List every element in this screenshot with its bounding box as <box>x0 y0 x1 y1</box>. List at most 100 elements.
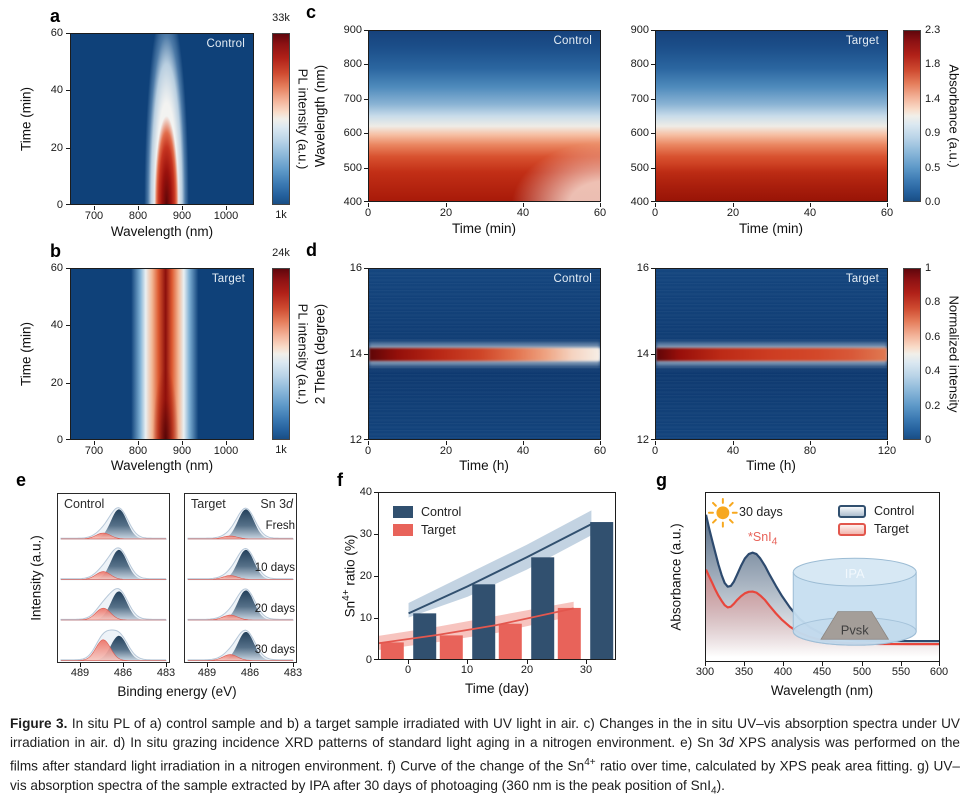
target-bar <box>498 623 522 659</box>
c-y-tick: 900 <box>343 24 362 36</box>
e-control-box <box>57 493 170 663</box>
caption-italic-d: d <box>726 735 734 751</box>
g-x-tick: 600 <box>929 666 949 678</box>
c-xlabel: Time (min) <box>452 221 516 236</box>
c-xlabel: Time (min) <box>739 221 803 236</box>
e-corner-pre: Sn 3 <box>260 497 287 511</box>
d-colorbar-tick: 0.6 <box>925 331 941 343</box>
e-corner-italic-d: d <box>286 497 293 511</box>
xps-sn2-peak <box>187 549 294 580</box>
f-ylabel-post: ratio (%) <box>342 534 358 590</box>
pvsk-label: Pvsk <box>841 622 869 637</box>
c-colorbar-tick: 0.5 <box>925 162 941 174</box>
sn4-ratio-chart <box>379 510 614 659</box>
d-x-tick: 120 <box>877 445 897 457</box>
c-x-tick: 60 <box>593 207 607 219</box>
panel-d-control-heatmap: Control <box>368 268 601 440</box>
target-swatch <box>838 522 866 536</box>
xps-sn4-peak <box>187 654 294 661</box>
caption-text: In situ PL of a) control sample and b) a… <box>10 716 960 751</box>
d-colorbar-label: Normalized intensity <box>946 295 962 413</box>
xps-sn2-peak <box>60 549 167 580</box>
f-legend-control: Control <box>393 503 461 521</box>
c-x-tick: 40 <box>516 207 530 219</box>
xps-sn4-peak <box>187 614 294 621</box>
xps-sn4-peak <box>187 575 294 580</box>
panel-b-heatmap: Target <box>70 268 254 440</box>
caption-text: ). <box>716 777 725 793</box>
xps-sn2-peak <box>187 590 294 620</box>
xrd-peak-band <box>656 348 887 361</box>
panel-d-label: d <box>306 240 317 260</box>
xps-sn4-peak <box>60 639 167 661</box>
panel-d-target-label: Target <box>845 273 879 285</box>
d-y-tick: 12 <box>636 434 649 446</box>
d-x-tick: 0 <box>651 445 659 457</box>
a-x-tick: 700 <box>84 210 104 222</box>
e-x-tick: 489 <box>70 667 90 679</box>
target-swatch <box>393 524 413 536</box>
b-ylabel: Time (min) <box>18 322 34 386</box>
caption-text: ratio over time, calculated by XPS peak … <box>10 758 960 793</box>
f-ylabel-sup: 4+ <box>340 589 352 601</box>
c-y-tick: 600 <box>343 127 362 139</box>
caption-figure-number: Figure 3. <box>10 716 68 731</box>
c-y-tick: 900 <box>630 24 649 36</box>
sni4-pre: *SnI <box>748 530 772 544</box>
g-legend: Control Target <box>838 502 914 538</box>
xps-sn2-peak <box>187 509 294 539</box>
c-y-tick: 700 <box>343 93 362 105</box>
xrd-peak-band <box>369 348 600 361</box>
c-colorbar-tick: 0.9 <box>925 127 941 139</box>
caption-sup-4plus: 4+ <box>584 756 596 768</box>
d-x-tick: 80 <box>803 445 817 457</box>
f-legend-target-label: Target <box>421 523 456 537</box>
c-y-tick: 500 <box>343 162 362 174</box>
c-x-tick: 60 <box>880 207 894 219</box>
g-legend-target: Target <box>838 520 914 538</box>
control-confidence-band <box>408 510 592 618</box>
f-x-tick: 10 <box>460 664 474 676</box>
d-x-tick: 0 <box>364 445 372 457</box>
c-x-tick: 20 <box>439 207 453 219</box>
d-xlabel: Time (h) <box>746 458 796 473</box>
panel-a-sample-label: Control <box>206 38 245 50</box>
e-corner-label: Sn 3d <box>260 497 293 511</box>
xps-control-spectra <box>60 507 168 662</box>
b-y-tick: 20 <box>50 377 63 389</box>
target-trend-line <box>379 607 574 645</box>
target-bar <box>439 635 463 659</box>
d-colorbar-tick: 0.2 <box>925 400 941 412</box>
control-bar <box>531 557 555 659</box>
c-colorbar-tick: 1.4 <box>925 93 941 105</box>
g-x-tick: 300 <box>695 666 715 678</box>
e-row-label: Fresh <box>265 520 295 532</box>
panel-f-label: f <box>337 470 343 490</box>
sni4-sub: 4 <box>771 536 778 548</box>
control-swatch <box>838 504 866 518</box>
g-x-tick: 550 <box>891 666 911 678</box>
sun-icon <box>707 497 738 528</box>
a-y-tick: 60 <box>50 27 63 39</box>
c-y-tick: 400 <box>630 196 649 208</box>
a-colorbar-label: PL intensity (a.u.) <box>295 68 311 170</box>
a-x-tick: 800 <box>128 210 148 222</box>
xps-target-spectra <box>187 507 295 662</box>
a-y-tick: 0 <box>56 199 63 211</box>
a-ylabel: Time (min) <box>18 87 34 151</box>
c-colorbar-tick: 1.8 <box>925 58 941 70</box>
d-ylabel: 2 Theta (degree) <box>312 303 328 405</box>
d-x-tick: 40 <box>516 445 530 457</box>
d-y-tick: 16 <box>349 262 362 274</box>
c-y-tick: 500 <box>630 162 649 174</box>
panel-d-control-label: Control <box>553 273 592 285</box>
c-x-tick: 0 <box>651 207 659 219</box>
a-colorbar-min: 1k <box>275 209 287 221</box>
g-x-tick: 450 <box>812 666 832 678</box>
f-y-tick: 20 <box>359 570 372 582</box>
e-target-title: Target <box>191 497 226 511</box>
b-y-tick: 60 <box>50 262 63 274</box>
control-bar <box>472 584 496 659</box>
d-colorbar-tick: 0.4 <box>925 365 941 377</box>
